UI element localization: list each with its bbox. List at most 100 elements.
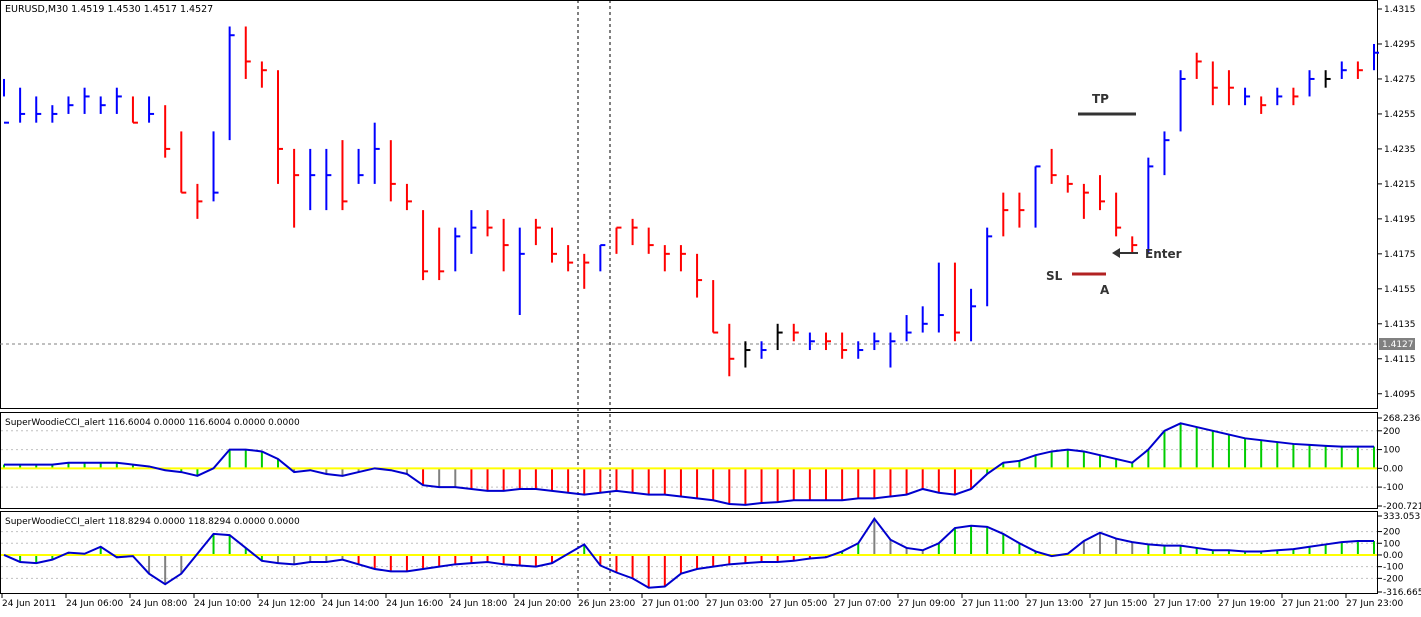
time-tick-label: 24 Jun 08:00	[130, 599, 187, 609]
ohlc-bar	[551, 227, 557, 263]
ohlc-bar	[583, 253, 590, 289]
time-tick-label: 24 Jun 20:00	[514, 599, 571, 609]
time-tick-label: 24 Jun 16:00	[386, 599, 443, 609]
ohlc-bar	[986, 227, 993, 307]
ohlc-bar	[1034, 165, 1041, 228]
price-tick-label: 1.4275	[1384, 75, 1416, 85]
indicator-tick-label: -316.665	[1383, 588, 1421, 598]
ohlc-bar	[760, 341, 767, 359]
ohlc-bar	[744, 341, 751, 368]
ohlc-bar	[341, 140, 348, 211]
ohlc-bar	[615, 226, 622, 254]
ohlc-bar	[1227, 70, 1234, 106]
ohlc-bar	[83, 87, 90, 114]
ohlc-bar	[663, 245, 670, 272]
price-tick-label: 1.4315	[1384, 5, 1416, 15]
ohlc-bar	[1099, 175, 1105, 211]
ohlc-bar	[180, 131, 187, 194]
indicator-tick-label: 0.00	[1383, 464, 1403, 474]
time-tick-label: 24 Jun 06:00	[66, 599, 123, 609]
price-tick-label: 1.4255	[1384, 110, 1416, 120]
ohlc-bar	[1244, 87, 1251, 106]
price-tick-label: 1.4235	[1384, 145, 1416, 155]
ohlc-bar	[1211, 61, 1218, 106]
time-tick-label: 24 Jun 10:00	[194, 599, 251, 609]
time-tick-label: 24 Jun 12:00	[258, 599, 315, 609]
cci-line	[3, 516, 1374, 589]
ohlc-bar	[164, 105, 171, 158]
ohlc-bar	[293, 148, 300, 228]
time-axis: 24 Jun 2011 24 Jun 06:00 24 Jun 08:00 24 Ju…	[1, 594, 1403, 609]
indicator-tick-label: 333.0537	[1383, 512, 1421, 522]
ohlc-bar	[67, 96, 74, 114]
ohlc-bar	[1276, 87, 1283, 106]
ohlc-bar	[953, 262, 960, 342]
ohlc-bar	[776, 323, 783, 351]
indicator-tick-label: -100	[1383, 563, 1404, 573]
main-price-panel[interactable]	[0, 0, 1378, 409]
price-tick-label: 1.4135	[1384, 320, 1416, 330]
ohlc-bar	[3, 78, 9, 124]
ohlc-bar	[51, 105, 58, 123]
ohlc-bar	[454, 227, 461, 272]
ohlc-bar	[792, 323, 799, 342]
ohlc-bar	[1066, 175, 1073, 193]
indicator-tick-label: 268.2363	[1383, 414, 1421, 424]
indicator-tick-label: 200	[1383, 528, 1400, 538]
price-axis: 1.4315 1.4295 1.4275 1.4255 1.4235 1.4215 1.41…	[1378, 5, 1416, 400]
ohlc-bar	[905, 315, 912, 342]
ohlc-bar	[696, 253, 703, 298]
ohlc-bar	[99, 96, 106, 114]
ohlc-bar	[1308, 70, 1315, 97]
ohlc-bar	[808, 332, 815, 351]
ohlc-bar	[1260, 96, 1267, 114]
time-tick-label: 26 Jun 23:00	[578, 599, 635, 609]
indicator-1-header: SuperWoodieCCI_alert 116.6004 0.0000 116…	[5, 418, 300, 428]
time-tick-label: 27 Jun 13:00	[1026, 599, 1083, 609]
price-tick-label: 1.4095	[1384, 390, 1416, 400]
ohlc-bar	[212, 131, 219, 202]
ohlc-bar	[1340, 61, 1347, 79]
ohlc-bar	[470, 210, 477, 254]
ohlc-bar	[422, 210, 429, 281]
ohlc-bar	[1082, 183, 1089, 219]
ohlc-bar	[857, 341, 864, 359]
ohlc-bar	[148, 96, 155, 123]
ohlc-bar	[518, 227, 525, 316]
time-tick-label: 27 Jun 17:00	[1154, 599, 1211, 609]
time-tick-label: 27 Jun 23:00	[1346, 599, 1403, 609]
price-tick-label: 1.4215	[1384, 180, 1416, 190]
ohlc-bar	[196, 183, 203, 219]
ohlc-bar	[438, 227, 445, 281]
indicator-tick-label: 200	[1383, 427, 1400, 437]
ohlc-bar	[244, 26, 251, 79]
ohlc-bar	[1292, 87, 1299, 106]
ohlc-bar	[373, 122, 380, 184]
current-price-box	[1379, 338, 1415, 350]
price-tick-label: 1.4175	[1384, 250, 1416, 260]
ohlc-bar	[35, 96, 42, 123]
ohlc-bar	[1163, 131, 1170, 176]
ohlc-bar	[115, 87, 122, 114]
time-tick-label: 27 Jun 21:00	[1282, 599, 1339, 609]
indicator-tick-label: -100	[1383, 483, 1404, 493]
time-tick-label: 27 Jun 09:00	[898, 599, 955, 609]
time-tick-label: 27 Jun 05:00	[770, 599, 827, 609]
time-tick-label: 27 Jun 07:00	[834, 599, 891, 609]
price-tick-label: 1.4295	[1384, 40, 1416, 50]
ohlc-bar	[937, 262, 944, 333]
time-tick-label: 27 Jun 15:00	[1090, 599, 1147, 609]
ohlc-bar	[1195, 52, 1202, 79]
indicator-tick-label: -200.721	[1383, 502, 1421, 512]
ohlc-bar	[534, 218, 541, 246]
ohlc-bar	[873, 332, 880, 351]
sl-label: SL	[1046, 269, 1063, 283]
ohlc-bar	[841, 332, 848, 359]
ohlc-bar	[131, 96, 138, 124]
indicator-tick-label: 100	[1383, 539, 1400, 549]
enter-label: Enter	[1145, 247, 1182, 261]
ohlc-bar	[921, 306, 928, 333]
indicator-tick-label: -200	[1383, 574, 1404, 584]
ohlc-bar	[712, 280, 719, 334]
